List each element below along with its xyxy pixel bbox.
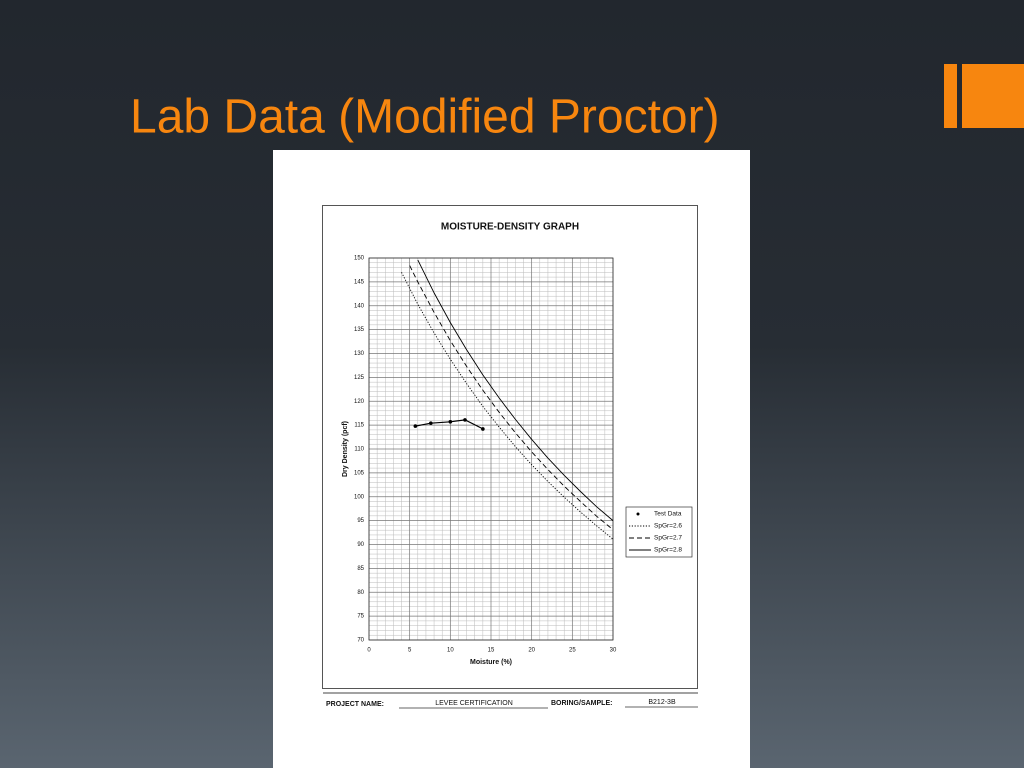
data-point <box>413 424 418 428</box>
x-axis-label: Moisture (%) <box>470 659 512 666</box>
boring-label: BORING/SAMPLE: <box>551 700 612 707</box>
y-tick-label: 125 <box>354 375 365 381</box>
x-tick-label: 5 <box>408 648 412 654</box>
y-tick-label: 130 <box>354 351 365 357</box>
y-tick-label: 145 <box>354 279 365 285</box>
slide-title: Lab Data (Modified Proctor) <box>130 91 720 144</box>
project-value: LEVEE CERTIFICATION <box>435 700 513 707</box>
y-tick-label: 70 <box>357 638 364 644</box>
y-tick-label: 80 <box>357 590 364 596</box>
paper <box>273 150 750 768</box>
y-axis-label: Dry Density (pcf) <box>342 421 349 477</box>
deco-block <box>962 64 1024 128</box>
series-line <box>417 259 614 521</box>
y-tick-label: 95 <box>357 518 364 524</box>
x-tick-label: 20 <box>528 648 535 654</box>
y-tick-label: 140 <box>354 303 365 309</box>
y-tick-label: 75 <box>357 614 364 620</box>
chart-title: MOISTURE-DENSITY GRAPH <box>441 222 579 233</box>
chart-frame <box>322 205 698 689</box>
data-point <box>481 427 485 431</box>
series-line <box>401 272 614 540</box>
x-tick-label: 10 <box>447 648 454 654</box>
plot-border <box>368 257 614 641</box>
data-point <box>463 418 467 422</box>
y-tick-label: 110 <box>354 447 364 453</box>
legend-label: SpGr=2.7 <box>654 535 682 542</box>
y-tick-label: 85 <box>357 566 364 572</box>
y-tick-label: 150 <box>354 256 365 262</box>
legend-label: SpGr=2.6 <box>654 523 682 530</box>
legend-label: Test Data <box>654 511 682 518</box>
x-tick-label: 25 <box>569 648 576 654</box>
y-tick-label: 135 <box>354 327 365 333</box>
legend-box <box>625 506 693 558</box>
data-point <box>429 421 433 426</box>
legend-marker <box>636 512 640 516</box>
project-label: PROJECT NAME: <box>326 701 384 708</box>
y-tick-label: 105 <box>354 470 365 476</box>
x-tick-label: 0 <box>367 648 371 654</box>
legend-label: SpGr=2.8 <box>654 547 682 554</box>
x-tick-label: 15 <box>488 648 495 654</box>
plot: 7075808590951001051101151201251301351401… <box>354 256 693 654</box>
data-point <box>448 419 453 424</box>
y-tick-label: 115 <box>354 423 364 429</box>
y-tick-label: 120 <box>354 399 365 405</box>
x-tick-label: 30 <box>610 648 617 654</box>
y-tick-label: 100 <box>354 494 365 500</box>
deco-bar <box>944 64 957 128</box>
y-tick-label: 90 <box>357 542 364 548</box>
series-line <box>409 265 614 531</box>
boring-value: B212-3B <box>648 699 676 706</box>
